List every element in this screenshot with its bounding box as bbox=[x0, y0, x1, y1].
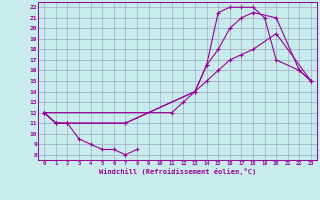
X-axis label: Windchill (Refroidissement éolien,°C): Windchill (Refroidissement éolien,°C) bbox=[99, 168, 256, 175]
